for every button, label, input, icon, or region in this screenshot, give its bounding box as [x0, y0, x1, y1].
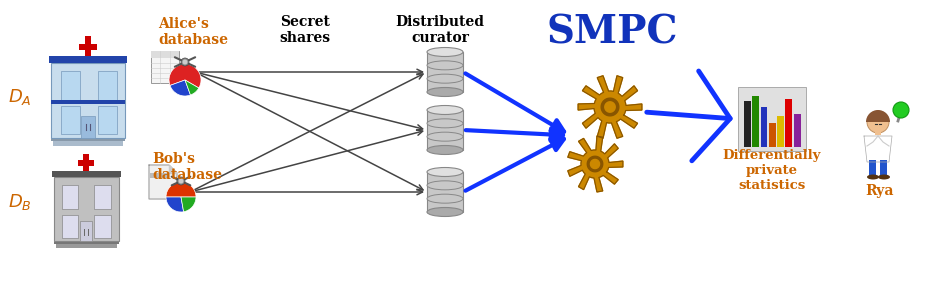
Circle shape — [181, 58, 189, 66]
Polygon shape — [601, 98, 619, 116]
Polygon shape — [864, 136, 892, 162]
Bar — [53, 140, 123, 146]
Bar — [427, 172, 463, 212]
Circle shape — [179, 179, 183, 184]
Bar — [880, 160, 887, 176]
Ellipse shape — [427, 181, 463, 190]
Bar — [427, 110, 463, 150]
Bar — [794, 114, 800, 147]
Ellipse shape — [427, 146, 463, 155]
Text: Rya: Rya — [866, 184, 894, 198]
Circle shape — [183, 60, 187, 65]
Circle shape — [893, 102, 909, 118]
Polygon shape — [605, 102, 615, 112]
Wedge shape — [166, 182, 196, 197]
Bar — [61, 71, 80, 100]
Polygon shape — [587, 156, 603, 172]
Bar — [83, 154, 89, 171]
Ellipse shape — [427, 194, 463, 203]
Bar — [78, 160, 94, 166]
Ellipse shape — [427, 119, 463, 128]
Bar — [738, 87, 806, 151]
Ellipse shape — [427, 47, 463, 56]
Wedge shape — [166, 197, 183, 212]
Text: Differentially
private
statistics: Differentially private statistics — [723, 149, 821, 192]
Ellipse shape — [427, 105, 463, 114]
Text: Secret
shares: Secret shares — [280, 15, 330, 45]
Wedge shape — [170, 80, 190, 96]
Bar — [61, 106, 80, 134]
Bar — [777, 116, 784, 147]
Polygon shape — [591, 159, 600, 169]
Bar — [51, 63, 125, 138]
Bar — [62, 185, 78, 209]
Bar — [753, 96, 759, 147]
Bar — [81, 116, 95, 138]
Bar — [761, 107, 768, 147]
Wedge shape — [185, 80, 198, 95]
Wedge shape — [866, 110, 890, 122]
Text: Alice's
database: Alice's database — [158, 17, 228, 47]
Wedge shape — [181, 197, 196, 212]
Bar — [55, 244, 116, 248]
Bar — [744, 101, 751, 147]
Bar — [869, 160, 876, 176]
Bar — [151, 51, 179, 83]
Bar — [51, 171, 121, 177]
Ellipse shape — [427, 208, 463, 217]
Polygon shape — [578, 76, 642, 138]
Bar — [94, 185, 110, 209]
Bar — [80, 221, 92, 241]
Text: SMPC: SMPC — [547, 14, 678, 52]
Ellipse shape — [427, 74, 463, 83]
Bar — [51, 138, 125, 140]
Ellipse shape — [427, 61, 463, 70]
Polygon shape — [149, 165, 177, 199]
Bar — [85, 36, 91, 56]
Bar — [94, 215, 110, 238]
Bar — [98, 106, 117, 134]
Circle shape — [867, 111, 889, 133]
Bar — [49, 56, 127, 63]
Ellipse shape — [427, 132, 463, 141]
Polygon shape — [568, 136, 622, 192]
Bar — [79, 44, 97, 50]
Ellipse shape — [427, 87, 463, 96]
Wedge shape — [169, 64, 201, 88]
Text: $D_A$: $D_A$ — [8, 87, 32, 107]
Ellipse shape — [878, 175, 890, 180]
Bar — [53, 241, 119, 244]
Ellipse shape — [867, 175, 879, 180]
Bar — [53, 177, 119, 241]
Circle shape — [177, 177, 185, 185]
Bar — [768, 123, 776, 147]
Bar — [427, 52, 463, 92]
Text: Distributed
curator: Distributed curator — [396, 15, 485, 45]
Ellipse shape — [427, 168, 463, 177]
Bar — [51, 100, 125, 104]
Bar — [785, 100, 792, 147]
Bar — [151, 51, 179, 58]
Bar — [875, 123, 881, 135]
Bar — [62, 215, 78, 238]
Bar — [98, 71, 117, 100]
Polygon shape — [169, 165, 177, 173]
Text: Bob's
database: Bob's database — [152, 152, 222, 182]
Text: $D_B$: $D_B$ — [8, 192, 32, 212]
Bar — [150, 173, 169, 178]
